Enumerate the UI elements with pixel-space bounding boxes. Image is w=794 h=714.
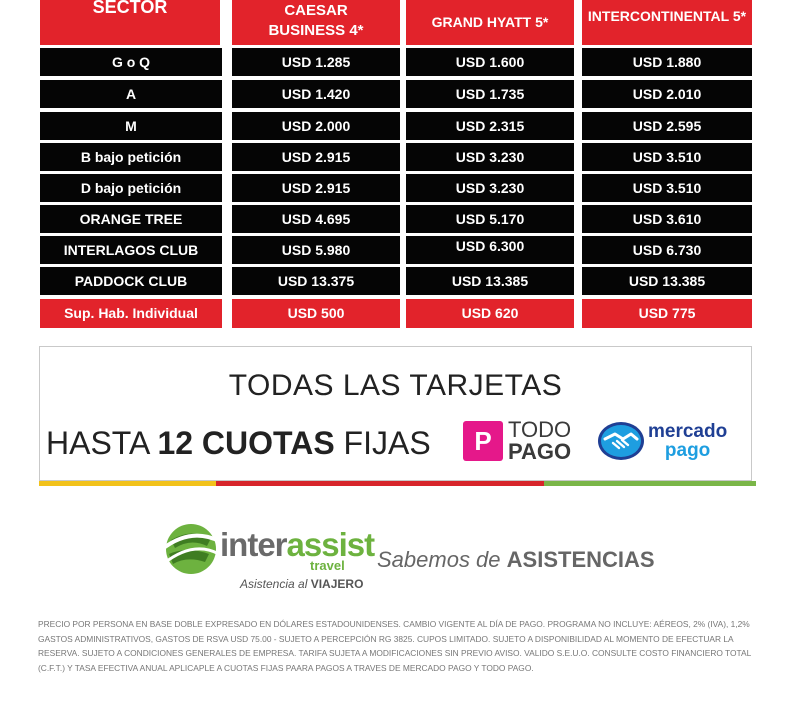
brand-travel-label: travel [310,558,345,573]
todopago-icon: P [463,421,503,461]
table-cell-hyatt: USD 13.385 [406,267,574,295]
installments-count: 12 CUOTAS [157,425,335,461]
slogan-bold: ASISTENCIAS [506,547,655,572]
table-cell-hyatt: USD 5.170 [406,205,574,233]
mercadopago-line2: pago [664,440,711,461]
supplement-label: Sup. Hab. Individual [40,299,222,328]
table-cell-hyatt: USD 3.230 [406,143,574,171]
table-cell-caesar: USD 5.980 [232,236,400,264]
table-cell-caesar: USD 13.375 [232,267,400,295]
table-cell-sector: ORANGE TREE [40,205,222,233]
supplement-hyatt: USD 620 [406,299,574,328]
legal-footnote: PRECIO POR PERSONA EN BASE DOBLE EXPRESA… [38,619,751,673]
supplement-caesar: USD 500 [232,299,400,328]
installments-suffix: FIJAS [343,425,431,461]
table-cell-caesar: USD 1.420 [232,80,400,108]
table-cell-hyatt: USD 1.735 [406,80,574,108]
table-cell-sector: D bajo petición [40,174,222,202]
header-sector: SECTOR [40,0,220,45]
mercadopago-logo-text: mercado pago [648,422,727,460]
table-cell-caesar: USD 2.915 [232,174,400,202]
table-cell-intercontinental: USD 3.610 [582,205,752,233]
table-cell-sector: G o Q [40,48,222,76]
table-cell-sector: PADDOCK CLUB [40,267,222,295]
table-cell-intercontinental: USD 3.510 [582,143,752,171]
table-cell-sector: M [40,112,222,140]
table-cell-caesar: USD 2.915 [232,143,400,171]
all-cards-headline: TODAS LAS TARJETAS [228,369,563,402]
payments-panel: TODAS LAS TARJETAS HASTA 12 CUOTAS FIJAS… [39,346,752,481]
installments-prefix: HASTA [46,425,149,461]
todopago-line2: PAGO [508,439,572,464]
brand-name-part2: assist [286,526,376,563]
brand-tagline-italic: Asistencia al [240,577,308,591]
table-cell-intercontinental: USD 2.595 [582,112,752,140]
table-cell-sector: A [40,80,222,108]
table-cell-hyatt: USD 2.315 [406,112,574,140]
table-cell-intercontinental: USD 1.880 [582,48,752,76]
table-cell-hyatt: USD 6.300 [406,236,574,264]
table-cell-caesar: USD 1.285 [232,48,400,76]
supplement-intercontinental: USD 775 [582,299,752,328]
brand-tagline: Asistencia al VIAJERO [240,577,363,591]
header-intercontinental: INTERCONTINENTAL 5* [582,0,752,45]
interassist-globe-icon [163,524,219,574]
table-cell-hyatt: USD 1.600 [406,48,574,76]
todopago-logo-text: TODO PAGO [508,419,571,463]
todopago-line1: TODO [508,417,572,442]
brand-name-part1: inter [220,526,288,563]
mercadopago-line1: mercado [648,421,728,442]
brand-slogan: Sabemos de ASISTENCIAS [377,547,655,573]
table-cell-intercontinental: USD 2.010 [582,80,752,108]
table-cell-intercontinental: USD 13.385 [582,267,752,295]
accent-bar-red [216,481,544,486]
mercadopago-handshake-icon [598,422,644,460]
accent-bar-yellow [39,481,216,486]
table-cell-sector: INTERLAGOS CLUB [40,236,222,264]
brand-tagline-bold: VIAJERO [310,577,364,591]
installments-text: HASTA 12 CUOTAS FIJAS [46,425,431,462]
accent-bar-green [544,481,756,486]
table-cell-caesar: USD 4.695 [232,205,400,233]
slogan-italic: Sabemos de [377,547,501,572]
header-grand-hyatt: GRAND HYATT 5* [406,0,574,45]
table-cell-sector: B bajo petición [40,143,222,171]
table-cell-caesar: USD 2.000 [232,112,400,140]
interassist-wordmark: interassist [220,526,376,564]
table-cell-intercontinental: USD 6.730 [582,236,752,264]
header-caesar: CAESAR BUSINESS 4* [232,0,400,45]
table-cell-hyatt: USD 3.230 [406,174,574,202]
table-cell-intercontinental: USD 3.510 [582,174,752,202]
